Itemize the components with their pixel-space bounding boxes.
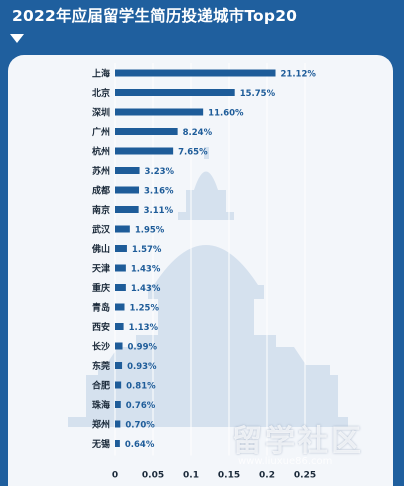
category-label: 东莞 <box>92 360 110 372</box>
category-label: 苏州 <box>92 165 110 177</box>
header: 2022年应届留学生简历投递城市Top20 <box>0 0 404 43</box>
page-title: 2022年应届留学生简历投递城市Top20 <box>12 7 298 25</box>
bar <box>115 362 123 369</box>
x-tick-label: 0.1 <box>183 471 199 481</box>
value-label: 0.93% <box>127 362 157 372</box>
bar <box>115 401 121 408</box>
value-label: 0.99% <box>128 343 158 353</box>
value-label: 15.75% <box>240 89 276 99</box>
bar <box>115 89 235 96</box>
value-label: 1.43% <box>131 265 161 275</box>
value-label: 3.16% <box>144 187 174 197</box>
bar <box>115 225 130 233</box>
x-tick-labels: 0 0.05 0.1 0.15 0.2 0.25 <box>112 471 316 481</box>
bar <box>115 167 140 174</box>
value-label: 1.95% <box>135 226 165 236</box>
bar <box>115 128 178 135</box>
category-label: 广州 <box>92 126 110 138</box>
bar <box>115 323 124 330</box>
category-label: 西安 <box>92 321 110 333</box>
x-tick-label: 0.2 <box>259 471 275 481</box>
value-label: 1.13% <box>129 323 159 333</box>
bars <box>115 69 276 447</box>
chart-card: 上海北京深圳广州杭州苏州成都南京武汉佛山天津重庆青岛西安长沙东莞合肥珠海郑州无锡… <box>8 55 393 486</box>
category-label: 北京 <box>92 87 110 99</box>
value-label: 8.24% <box>183 128 213 138</box>
bar <box>115 440 120 447</box>
value-label: 0.81% <box>126 382 156 392</box>
value-label: 3.11% <box>144 206 174 216</box>
x-tick-label: 0 <box>112 471 118 481</box>
value-label: 3.23% <box>145 167 175 177</box>
category-label: 佛山 <box>91 243 110 255</box>
category-label: 武汉 <box>92 224 111 236</box>
category-label: 深圳 <box>92 107 110 119</box>
bar-chart: 上海北京深圳广州杭州苏州成都南京武汉佛山天津重庆青岛西安长沙东莞合肥珠海郑州无锡… <box>68 63 348 481</box>
bar <box>115 69 276 77</box>
bar <box>115 342 123 350</box>
category-label: 合肥 <box>92 380 110 392</box>
category-label: 青岛 <box>92 302 110 314</box>
category-label: 珠海 <box>92 399 110 411</box>
capitol-building-illustration <box>68 147 348 427</box>
bar <box>115 108 204 116</box>
bar <box>115 186 140 194</box>
category-label: 南京 <box>92 204 110 216</box>
bar <box>115 206 139 213</box>
category-label: 杭州 <box>92 146 110 158</box>
bar <box>115 284 126 291</box>
category-label: 长沙 <box>92 341 110 353</box>
x-tick-label: 0.15 <box>218 471 240 481</box>
x-tick-label: 0.05 <box>142 471 164 481</box>
category-label: 无锡 <box>91 438 110 450</box>
x-tick-label: 0.25 <box>294 471 316 481</box>
value-labels: 21.12% 15.75% 11.60% 8.24% 7.65%3.23% 3.16% 3.… <box>125 70 317 451</box>
watermark-url: www.liuxue86.com <box>238 456 333 467</box>
category-label: 郑州 <box>92 419 110 431</box>
bar <box>115 303 125 311</box>
category-label: 天津 <box>92 263 110 275</box>
title-pointer <box>10 34 24 43</box>
value-label: 11.60% <box>208 109 244 119</box>
watermark-logo: 留学社区 <box>232 424 364 459</box>
bar <box>115 420 121 428</box>
value-label: 1.43% <box>131 284 161 294</box>
bar <box>115 245 127 252</box>
value-label: 1.25% <box>130 304 160 314</box>
category-label: 成都 <box>92 185 110 197</box>
value-label: 7.65% <box>178 148 208 158</box>
category-label: 重庆 <box>92 282 110 294</box>
value-label: 0.70% <box>125 421 155 431</box>
bar <box>115 264 126 272</box>
value-label: 0.76% <box>126 401 156 411</box>
value-label: 21.12% <box>281 70 317 80</box>
category-label: 上海 <box>92 68 110 80</box>
bar <box>115 381 122 389</box>
value-label: 0.64% <box>125 440 155 450</box>
bar <box>115 147 174 155</box>
value-label: 1.57% <box>132 245 162 255</box>
